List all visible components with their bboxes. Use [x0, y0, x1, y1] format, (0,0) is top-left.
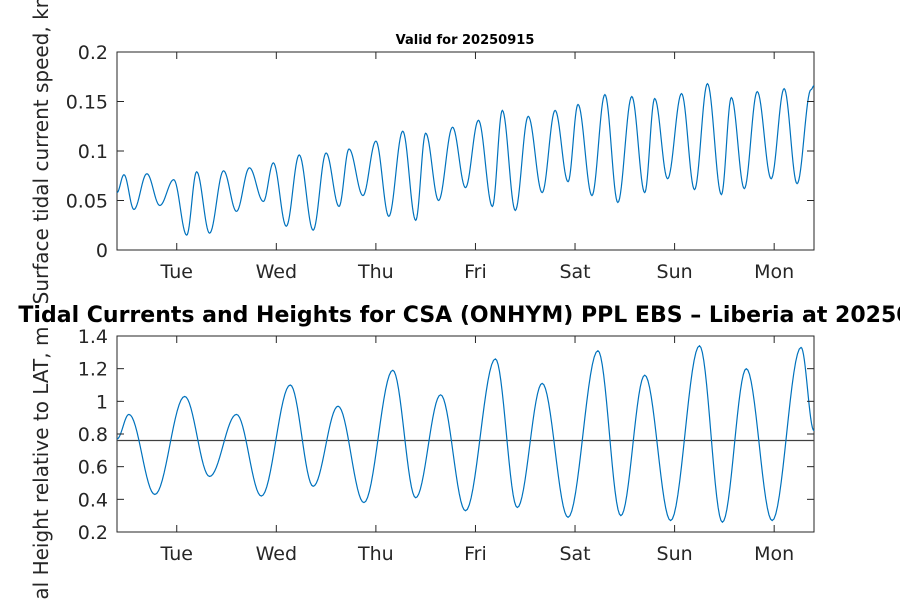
speed-y-tick-label: 0.2	[78, 42, 108, 64]
speed-x-tick-label: Thu	[357, 261, 394, 283]
speed-y-axis-label: Surface tidal current speed, kn	[29, 0, 53, 304]
height-y-tick-label: 0.8	[78, 424, 108, 446]
height-x-tick-label: Sat	[559, 543, 590, 565]
speed-chart-title: Valid for 20250915	[396, 33, 535, 48]
height-x-tick-label: Wed	[256, 543, 297, 565]
height-y-tick-label: 0.2	[78, 522, 108, 544]
speed-x-tick-label: Tue	[160, 261, 193, 283]
speed-y-tick-label: 0.1	[78, 141, 108, 163]
height-y-tick-label: 1.2	[78, 359, 108, 381]
height-y-tick-label: 0.6	[78, 457, 108, 479]
speed-x-tick-label: Wed	[256, 261, 297, 283]
height-x-tick-label: Tue	[160, 543, 193, 565]
speed-series-line	[116, 82, 815, 236]
height-y-tick-label: 0.4	[78, 489, 108, 511]
height-x-tick-label: Fri	[464, 543, 487, 565]
speed-x-tick-label: Mon	[754, 261, 794, 283]
height-x-tick-label: Sun	[657, 543, 693, 565]
speed-y-tick-label: 0	[96, 240, 108, 262]
speed-x-tick-label: Sun	[657, 261, 693, 283]
height-x-tick-label: Thu	[357, 543, 394, 565]
height-chart: Tue Wed Thu Fri Sat Sun Mon 0.2 0.4 0.6 0.8 1 1.2 1.4…	[18, 303, 900, 600]
height-x-tick-label: Mon	[754, 543, 794, 565]
speed-chart: Tue Wed Thu Fri Sat Sun Mon 0 0.05 0.1 0.15 0.2 Val…	[29, 0, 815, 304]
speed-x-tick-label: Sat	[559, 261, 590, 283]
speed-plot-area	[116, 51, 815, 251]
height-chart-title: Tidal Currents and Heights for CSA (ONHY…	[18, 303, 900, 328]
height-plot-area	[116, 335, 815, 533]
speed-y-tick-label: 0.05	[66, 191, 108, 213]
speed-x-tick-label: Fri	[464, 261, 487, 283]
speed-y-tick-label: 0.15	[66, 92, 108, 114]
height-y-tick-label: 1	[96, 391, 108, 413]
height-y-tick-label: 1.4	[78, 326, 108, 348]
height-y-axis-label: Tidal Height relative to LAT, m	[29, 327, 53, 600]
height-series-line	[116, 344, 815, 524]
